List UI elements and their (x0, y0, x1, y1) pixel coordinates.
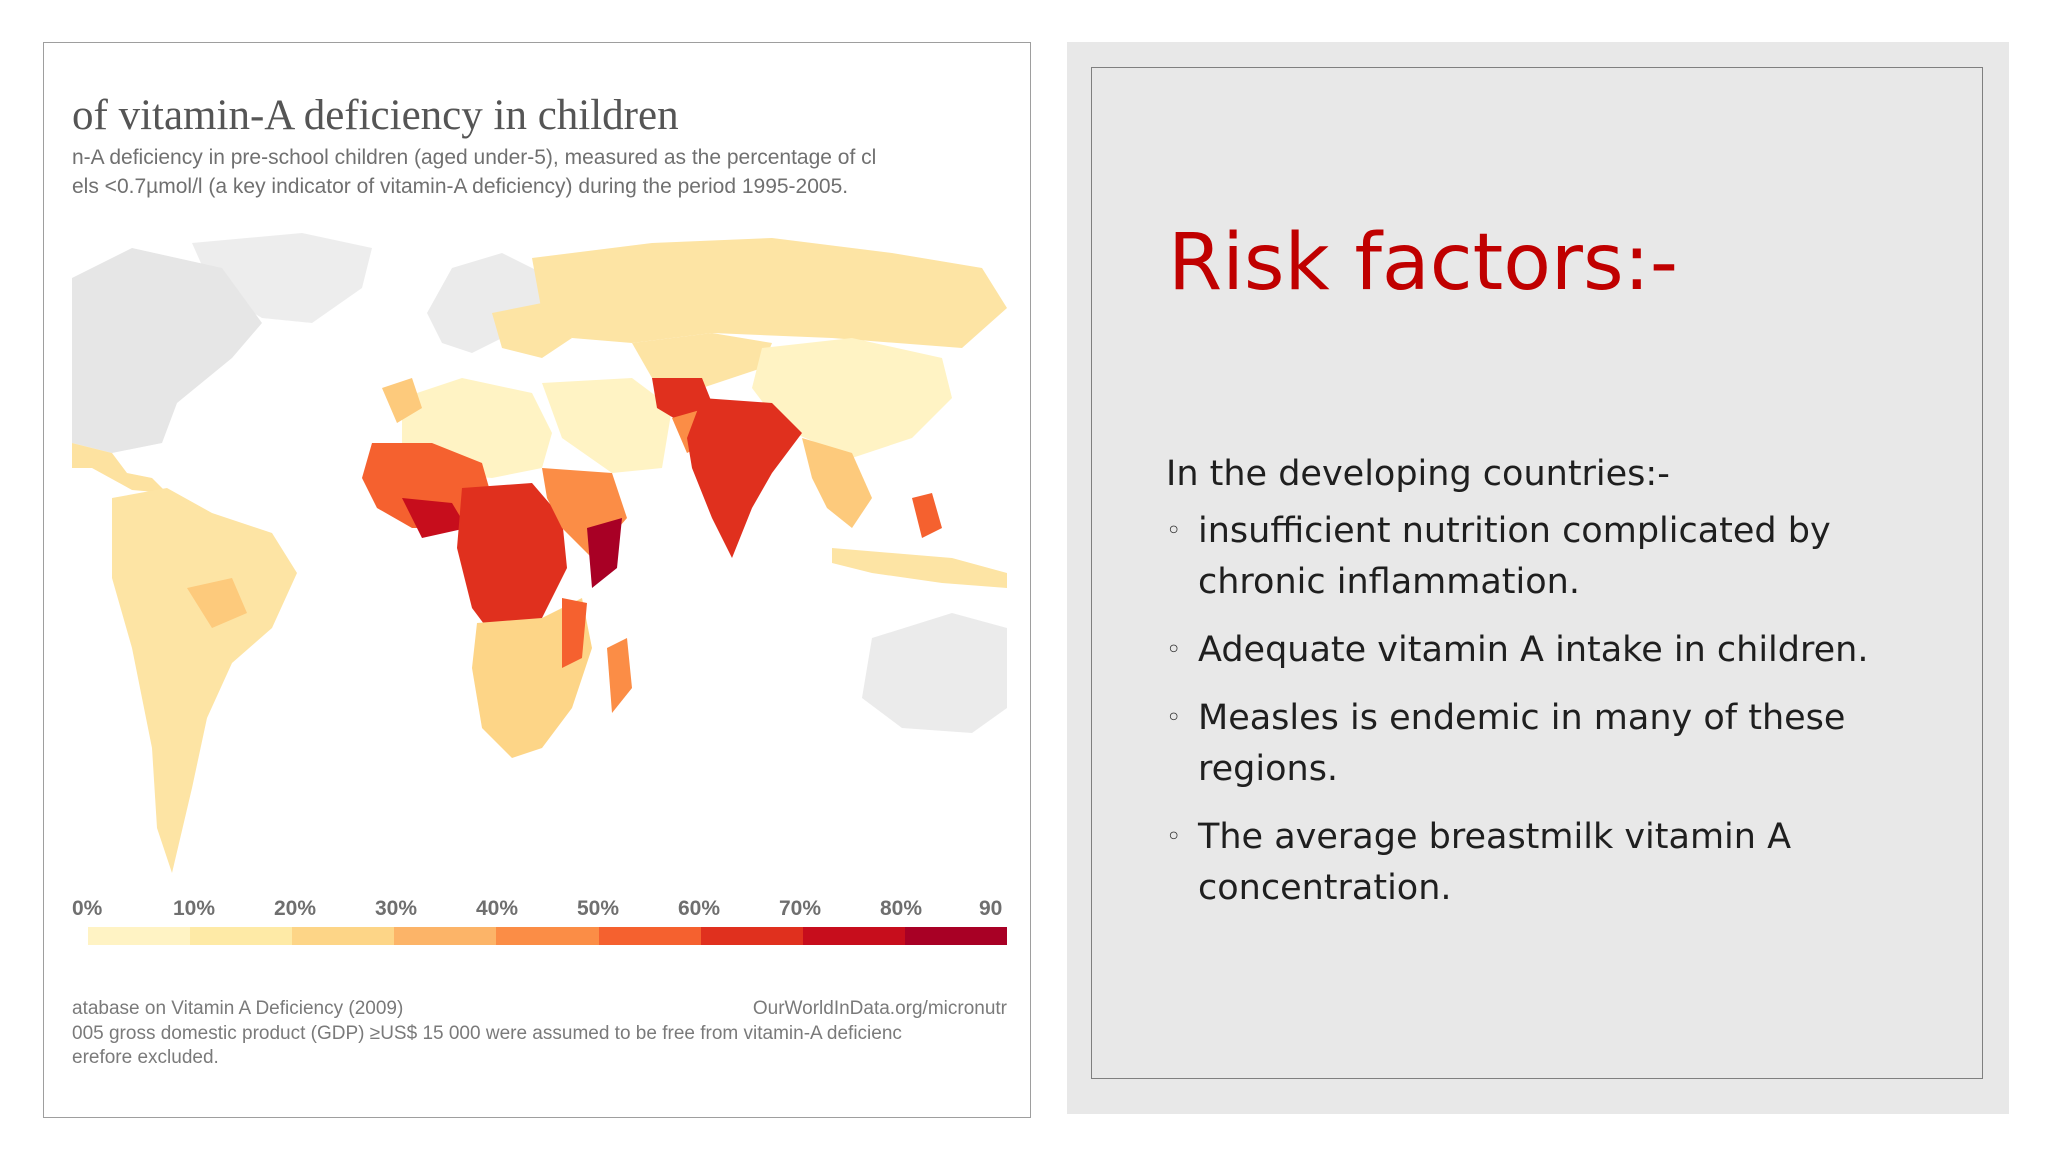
map-title: of vitamin-A deficiency in children (72, 92, 679, 139)
map-region-china (752, 338, 952, 458)
map-source: atabase on Vitamin A Deficiency (2009) (72, 998, 404, 1019)
map-region-bolivia (187, 578, 247, 628)
map-region-mozambique (562, 598, 587, 668)
legend-tick: 20% (274, 897, 317, 920)
map-source-url: OurWorldInData.org/micronutr (752, 998, 1007, 1019)
legend-swatch (88, 927, 191, 945)
list-item: ◦ Measles is endemic in many of these reg… (1166, 693, 1926, 795)
text-frame: Risk factors:- In the developing countri… (1091, 67, 1983, 1079)
map-region-morocco (382, 378, 422, 423)
map-footnote-line-3: erefore excluded. (72, 1047, 219, 1068)
legend-tick: 90 (979, 897, 1003, 920)
legend-tick: 10% (173, 897, 216, 920)
bullet-icon: ◦ (1166, 703, 1182, 733)
bullet-icon: ◦ (1166, 516, 1182, 546)
legend-tick: 60% (678, 897, 721, 920)
map-subtitle-line-1: n-A deficiency in pre-school children (a… (72, 146, 877, 169)
map-region-southeast-asia (802, 438, 872, 528)
list-item: ◦ Adequate vitamin A intake in children. (1166, 625, 1926, 676)
map-region-middle-east (542, 378, 672, 473)
intro-text: In the developing countries:- (1166, 454, 1670, 494)
legend-tick: 50% (577, 897, 620, 920)
map-region-central-america (72, 443, 167, 493)
list-item-text: insufficient nutrition complicated by ch… (1198, 511, 1831, 602)
legend-tick: 70% (779, 897, 822, 920)
map-region-central-africa (457, 483, 567, 648)
list-item: ◦ The average breastmilk vitamin A concen… (1166, 812, 1926, 914)
legend-swatch (190, 927, 293, 945)
map-footnote-line-2: 005 gross domestic product (GDP) ≥US$ 15… (72, 1023, 902, 1044)
list-item-text: Adequate vitamin A intake in children. (1198, 630, 1869, 670)
list-item-text: Measles is endemic in many of these regi… (1198, 698, 1846, 789)
legend-swatch (802, 927, 905, 945)
world-choropleth-map (72, 233, 1007, 873)
list-item-text: The average breastmilk vitamin A concent… (1198, 817, 1792, 908)
map-region-somalia-kenya (587, 518, 622, 588)
map-region-west-africa (362, 443, 492, 528)
legend-tick: 0% (72, 897, 103, 920)
map-region-europe (427, 253, 552, 353)
bullet-icon: ◦ (1166, 822, 1182, 852)
legend-swatch (496, 927, 599, 945)
map-region-russia (532, 238, 1007, 348)
map-image: of vitamin-A deficiency in children n-A … (72, 43, 1007, 1117)
list-item: ◦ insufficient nutrition complicated by c… (1166, 506, 1926, 608)
bullet-icon: ◦ (1166, 635, 1182, 665)
legend-swatch (700, 927, 803, 945)
map-region-indonesia (832, 548, 1007, 588)
legend-swatch (394, 927, 497, 945)
legend-tick: 40% (476, 897, 519, 920)
legend-swatch (292, 927, 395, 945)
legend-swatch (598, 927, 701, 945)
map-region-australia (862, 613, 1007, 733)
map-image-panel: of vitamin-A deficiency in children n-A … (43, 42, 1031, 1118)
legend-swatch (904, 927, 1007, 945)
legend-color-scale (88, 927, 1007, 945)
legend-tick: 30% (375, 897, 418, 920)
map-region-north-america (72, 248, 262, 453)
legend-tick: 80% (880, 897, 923, 920)
map-region-central-asia (632, 333, 772, 388)
map-region-india (687, 398, 802, 558)
slide-title: Risk factors:- (1168, 218, 1679, 308)
map-region-philippines (912, 493, 942, 538)
map-region-west-africa-coast (402, 498, 467, 538)
text-content-panel: Risk factors:- In the developing countri… (1067, 42, 2009, 1114)
map-region-south-america (112, 488, 297, 873)
map-region-madagascar (607, 638, 632, 713)
map-subtitle-line-2: els <0.7µmol/l (a key indicator of vitam… (72, 175, 849, 198)
risk-factor-list: ◦ insufficient nutrition complicated by c… (1166, 506, 1926, 931)
